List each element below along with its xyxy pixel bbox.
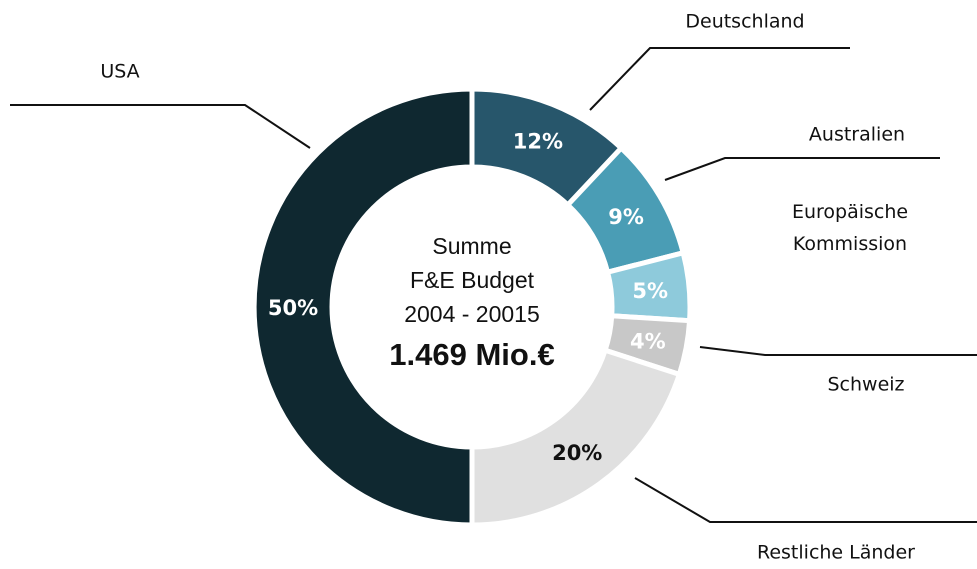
value-label: 9% xyxy=(608,205,644,229)
category-label: Schweiz xyxy=(827,374,904,396)
category-label: Deutschland xyxy=(685,11,804,33)
leader-line xyxy=(699,346,977,356)
value-label: 12% xyxy=(513,130,563,154)
category-label: Restliche Länder xyxy=(757,542,915,564)
value-label: 4% xyxy=(630,330,666,354)
category-label: Australien xyxy=(809,124,905,146)
leader-line xyxy=(10,104,311,149)
category-label: USA xyxy=(100,61,139,83)
category-label: Europäische Kommission xyxy=(791,201,909,255)
value-label: 50% xyxy=(268,296,318,320)
center-text: 2004 - 20015 xyxy=(404,301,540,327)
value-label: 5% xyxy=(632,279,668,303)
leader-line xyxy=(589,47,850,111)
donut-segment xyxy=(251,86,475,528)
leader-line xyxy=(634,477,977,523)
total-label: 1.469 Mio.€ xyxy=(389,337,554,372)
value-label: 20% xyxy=(552,441,602,465)
donut-segment xyxy=(469,347,683,528)
leader-line xyxy=(664,157,940,181)
center-text: F&E Budget xyxy=(410,267,535,293)
center-text: Summe xyxy=(432,233,511,259)
